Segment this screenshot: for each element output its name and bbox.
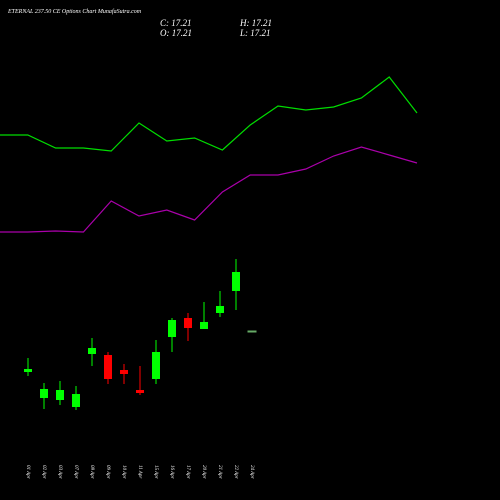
x-tick-label: 01 Apr <box>25 465 30 479</box>
indicator-line <box>0 146 418 233</box>
x-tick-label: 21 Apr <box>217 465 222 479</box>
x-tick-label: 16 Apr <box>169 465 174 479</box>
x-tick-label: 20 Apr <box>201 465 206 479</box>
candle-body <box>72 394 80 407</box>
candle-body <box>120 370 128 374</box>
x-tick-label: 08 Apr <box>89 465 94 479</box>
candle-body <box>232 272 240 291</box>
x-tick-label: 15 Apr <box>153 465 158 479</box>
candle-body <box>136 390 144 393</box>
candle-body <box>24 369 32 372</box>
x-tick-label: 24 Apr <box>249 465 254 479</box>
candle-body <box>56 390 64 400</box>
low-label: L: 17.21 <box>239 28 271 38</box>
high-label: H: 17.21 <box>239 18 272 28</box>
indicator-line <box>0 76 418 152</box>
candle-body <box>40 389 48 398</box>
candle-body <box>247 330 257 333</box>
candle-body <box>216 306 224 313</box>
close-label: C: 17.21 <box>160 18 192 28</box>
candle-body <box>200 322 208 329</box>
x-tick-label: 02 Apr <box>41 465 46 479</box>
x-tick-label: 17 Apr <box>185 465 190 479</box>
x-tick-label: 07 Apr <box>73 465 78 479</box>
chart-title: ETERNAL 237.50 CE Options Chart MunafaSu… <box>7 8 142 15</box>
x-tick-label: 09 Apr <box>105 465 110 479</box>
candle-body <box>168 320 176 337</box>
x-tick-label: 03 Apr <box>57 465 62 479</box>
x-tick-label: 22 Apr <box>233 465 238 479</box>
open-label: O: 17.21 <box>160 28 192 38</box>
candle-body <box>184 318 192 328</box>
candle-body <box>152 352 160 379</box>
candle-body <box>104 355 112 379</box>
candle-body <box>88 348 96 354</box>
x-tick-label: 10 Apr <box>121 465 126 479</box>
x-tick-label: 11 Apr <box>137 465 142 478</box>
